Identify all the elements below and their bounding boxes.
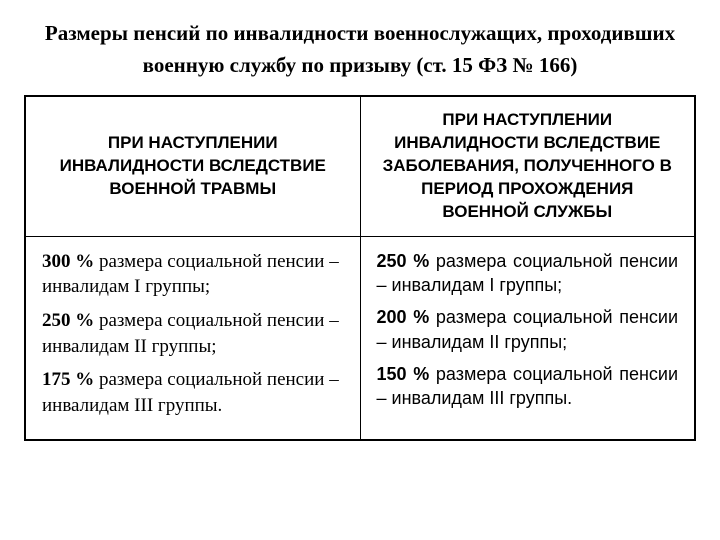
pension-entry: 150 % размера социальной пенсии – инвали… [377,362,679,411]
table-cell-left: 300 % размера социальной пенсии – инвали… [25,236,360,439]
percent-value: 250 % [42,310,94,331]
percent-value: 200 % [377,307,430,327]
pension-table: ПРИ НАСТУПЛЕНИИ ИНВАЛИДНОСТИ ВСЛЕДСТВИЕ … [24,95,696,441]
pension-entry: 300 % размера социальной пенсии – инвали… [42,249,344,300]
pension-entry: 175 % размера социальной пенсии – инвали… [42,367,344,418]
pension-entry: 250 % размера социальной пенсии – инвали… [42,308,344,359]
document-title: Размеры пенсий по инвалидности военнослу… [24,18,696,81]
percent-value: 175 % [42,369,94,390]
percent-value: 150 % [377,364,430,384]
pension-entry: 250 % размера социальной пенсии – инвали… [377,249,679,298]
pension-entry: 200 % размера социальной пенсии – инвали… [377,305,679,354]
percent-value: 250 % [377,251,430,271]
table-cell-right: 250 % размера социальной пенсии – инвали… [360,236,695,439]
table-header-col2: ПРИ НАСТУПЛЕНИИ ИНВАЛИДНОСТИ ВСЛЕДСТВИЕ … [360,96,695,236]
table-header-col1: ПРИ НАСТУПЛЕНИИ ИНВАЛИДНОСТИ ВСЛЕДСТВИЕ … [25,96,360,236]
percent-value: 300 % [42,251,94,272]
table-row: 300 % размера социальной пенсии – инвали… [25,236,695,439]
